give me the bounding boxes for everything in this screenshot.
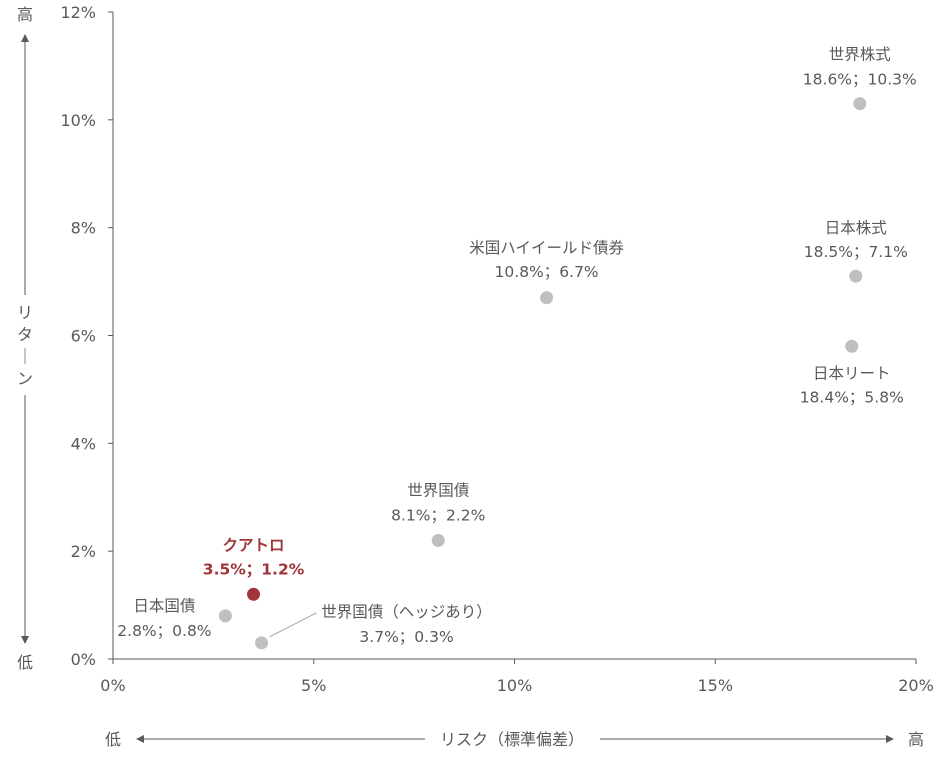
data-point	[849, 269, 863, 283]
point-name-label: クアトロ	[223, 536, 285, 554]
point-name-label: 世界株式	[829, 46, 891, 64]
data-point	[431, 533, 445, 547]
y-tick-label: 4%	[71, 434, 96, 453]
y-axis-title-glyph: ｜	[17, 347, 33, 366]
y-tick-label: 10%	[60, 111, 96, 130]
y-tick-label: 8%	[71, 219, 96, 238]
x-tick-label: 20%	[898, 676, 934, 695]
y-low-label: 低	[17, 653, 33, 672]
x-axis-title: リスク（標準偏差）	[440, 730, 584, 749]
data-point	[540, 291, 554, 305]
y-tick-label: 6%	[71, 327, 96, 346]
data-point	[845, 339, 859, 353]
y-tick-label: 0%	[71, 650, 96, 669]
x-tick-label: 0%	[100, 676, 125, 695]
point-name-label: 日本リート	[813, 364, 891, 382]
point-value-label: 18.6%；10.3%	[803, 71, 917, 89]
point-value-label: 18.5%；7.1%	[804, 243, 908, 261]
point-value-label: 2.8%；0.8%	[117, 622, 211, 640]
y-axis-title-glyph: リ	[17, 303, 33, 322]
data-point	[218, 609, 232, 623]
highlight-data-point	[247, 587, 261, 601]
point-name-label: 世界国債	[407, 481, 469, 499]
x-tick-label: 15%	[697, 676, 733, 695]
y-high-label: 高	[17, 5, 33, 24]
data-point	[255, 636, 269, 650]
y-tick-label: 2%	[71, 542, 96, 561]
x-high-label: 高	[908, 730, 924, 749]
point-name-label: 米国ハイイールド債券	[469, 239, 624, 257]
data-point	[853, 97, 867, 111]
x-low-label: 低	[105, 730, 121, 749]
y-axis-title: リタ ｜ ン	[17, 303, 33, 388]
point-value-label: 8.1%；2.2%	[391, 506, 485, 524]
x-tick-label: 5%	[301, 676, 326, 695]
point-value-label: 3.7%；0.3%	[359, 628, 453, 646]
point-name-label: 日本株式	[825, 219, 887, 237]
x-tick-label: 10%	[497, 676, 533, 695]
point-name-label: 日本国債	[133, 597, 195, 615]
point-value-label: 3.5%；1.2%	[203, 560, 305, 578]
y-axis-title-glyph: ン	[17, 369, 33, 388]
leader-line	[269, 612, 317, 638]
point-value-label: 18.4%；5.8%	[800, 388, 904, 406]
point-name-label: 世界国債（ヘッジあり）	[321, 603, 492, 621]
point-value-label: 10.8%；6.7%	[495, 263, 599, 281]
y-tick-label: 12%	[60, 3, 96, 22]
y-axis-title-glyph: タ	[17, 325, 33, 344]
